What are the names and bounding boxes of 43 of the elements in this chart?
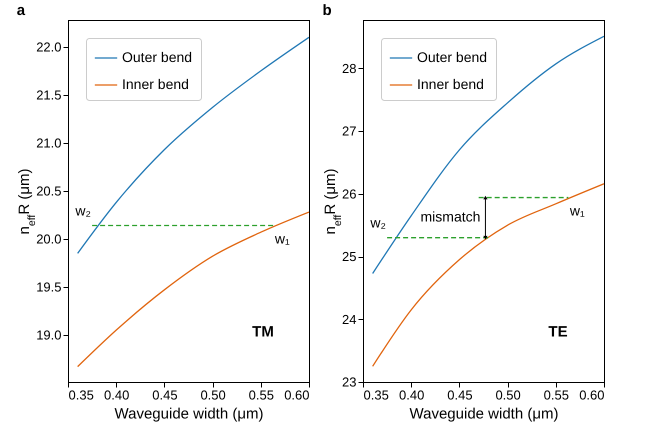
annotation: TE [548,323,568,340]
y-tick-label: 20.0 [36,231,62,246]
x-tick-label: 0.45 [152,388,178,402]
annotation: mismatch [420,208,480,225]
legend-label: Outer bend [417,49,488,65]
x-tick-label: 0.40 [399,388,424,402]
y-tick-label: 19.5 [36,279,62,294]
annotation: w₁ [568,202,586,219]
x-tick-label: 0.35 [68,388,94,402]
annotation: TM [252,323,274,340]
y-tick-label: 21.5 [36,87,62,102]
line-series [372,183,604,367]
x-tick-label: 0.50 [200,388,226,402]
chart-title: a [16,2,26,19]
y-tick-label: 25 [342,249,356,264]
x-tick-label: 0.55 [544,388,569,402]
x-tick-label: 0.60 [579,388,604,402]
legend-label: Inner bend [122,76,189,92]
x-tick-label: 0.45 [447,388,473,402]
y-tick-label: 24 [342,312,356,327]
line-series [76,36,309,254]
x-axis-title: Waveguide width (μm) [410,406,558,422]
x-tick-label: 0.60 [284,388,310,402]
chart-title: b [322,2,332,19]
y-tick-label: 19.0 [36,327,62,342]
annotation: w₂ [74,202,91,218]
y-tick-label: 22.0 [36,39,62,54]
annotation: w₁ [274,230,290,246]
line-series [372,36,604,274]
y-tick-label: 23 [342,374,356,390]
y-tick-label: 26 [342,186,356,202]
y-tick-label: 20.5 [36,183,62,198]
x-axis-title: Waveguide width (μm) [114,406,264,422]
y-tick-label: 28 [342,60,356,76]
annotation: w₂ [369,214,386,231]
x-tick-label: 0.50 [495,388,521,402]
x-tick-label: 0.40 [104,388,130,402]
x-tick-label: 0.55 [248,388,274,402]
legend-label: Inner bend [417,76,484,92]
y-tick-label: 21.0 [36,135,62,150]
legend-label: Outer bend [122,49,192,65]
y-tick-label: 27 [342,124,356,139]
x-tick-label: 0.35 [364,388,389,402]
